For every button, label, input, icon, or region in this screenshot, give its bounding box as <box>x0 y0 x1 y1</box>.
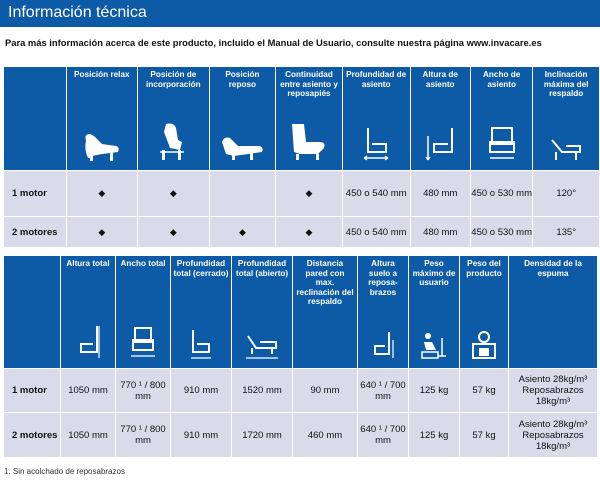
table-cell: 480 mm <box>410 217 470 247</box>
t1-col-seat-depth: Profundidad de asiento <box>342 67 410 170</box>
table-cell: 1050 mm <box>61 413 115 457</box>
t1-col-continuity: Continuidad entre asiento y reposapiés <box>276 67 342 170</box>
total-height-icon <box>80 326 100 358</box>
t2-col-wall-distance: Distancia pared con max. reclinación del… <box>293 256 357 368</box>
table-cell: 450 o 530 mm <box>470 171 533 216</box>
footnote: 1. Sin acolchado de reposabrazos <box>4 467 125 476</box>
table-cell: 57 kg <box>460 369 508 412</box>
t1-col-rest: Posición reposo <box>209 67 276 170</box>
table-cell: ◆ <box>276 171 342 216</box>
seat-height-icon <box>425 128 454 161</box>
t2-col-product-weight: Peso del producto <box>460 256 508 368</box>
t2-col-armrest-height: Altura suelo a reposa-brazos <box>358 256 408 368</box>
table-cell <box>209 171 276 216</box>
table-cell: 135° <box>533 217 599 247</box>
table-cell: 640 ¹ / 700 mm <box>358 413 408 457</box>
table-cell: Asiento 28kg/m³ Reposabrazos 18kg/m³ <box>509 413 597 457</box>
table-cell: 450 o 530 mm <box>470 217 533 247</box>
table-row: 2 motores ◆ ◆ ◆ ◆ 450 o 540 mm 480 mm 45… <box>4 217 599 247</box>
table-cell: 57 kg <box>460 413 508 457</box>
backrest-tilt-icon <box>551 139 582 160</box>
recliner-relax-icon <box>85 134 119 161</box>
table-cell: 125 kg <box>409 413 459 457</box>
t1-col-lift: Posición de incorporación <box>137 67 209 170</box>
table-cell: 90 mm <box>293 369 357 412</box>
table-cell: 125 kg <box>409 369 459 412</box>
table-cell: Asiento 28kg/m³ Reposabrazos 18kg/m³ <box>509 369 597 412</box>
seat-depth-icon <box>363 128 389 161</box>
table-cell: 1050 mm <box>61 369 115 412</box>
t2-col-total-height: Altura total <box>61 256 115 368</box>
row-label: 2 motores <box>4 413 60 457</box>
row-label: 1 motor <box>4 171 66 216</box>
table-cell: ◆ <box>276 217 342 247</box>
table-cell: 1720 mm <box>232 413 292 457</box>
t2-col-max-weight: Peso máximo de usuario <box>409 256 459 368</box>
table-cell: ◆ <box>137 171 209 216</box>
table-cell: ◆ <box>66 171 137 216</box>
table-cell: 1520 mm <box>232 369 292 412</box>
table-cell: 450 o 540 mm <box>342 171 410 216</box>
t1-col-relax: Posición relax <box>66 67 137 170</box>
table-cell: 120° <box>533 171 599 216</box>
table-row: 1 motor 1050 mm 770 ¹ / 800 mm 910 mm 15… <box>4 369 597 412</box>
armrest-height-icon <box>374 332 394 358</box>
table-cell: 910 mm <box>171 369 231 412</box>
t1-col-seat-height: Altura de asiento <box>410 67 470 170</box>
table-row: 1 motor ◆ ◆ ◆ 450 o 540 mm 480 mm 450 o … <box>4 171 599 216</box>
row-label: 2 motores <box>4 217 66 247</box>
table-cell: ◆ <box>209 217 276 247</box>
seat-width-icon <box>488 127 515 159</box>
max-user-weight-icon <box>421 333 446 359</box>
row-label: 1 motor <box>4 369 60 412</box>
table2-corner <box>4 256 60 368</box>
table-cell: ◆ <box>137 217 209 247</box>
t1-col-backrest-tilt: Inclinación máxima del respaldo <box>533 67 599 170</box>
spec-table-positions: Posición relax Posición de incorporación… <box>3 66 600 248</box>
spec-table-dimensions: Altura total Ancho total Profundidad tot… <box>3 255 598 458</box>
intro-text: Para más información acerca de este prod… <box>5 37 542 48</box>
depth-open-icon <box>246 335 278 359</box>
table1-corner <box>4 67 66 170</box>
table-cell: 640 ¹ / 700 mm <box>358 369 408 412</box>
depth-closed-icon <box>191 330 211 359</box>
table-row: 2 motores 1050 mm 770 ¹ / 800 mm 910 mm … <box>4 413 597 457</box>
product-weight-icon <box>472 331 496 359</box>
table-cell: 770 ¹ / 800 mm <box>116 413 170 457</box>
recliner-rest-icon <box>222 137 264 160</box>
t2-col-depth-open: Profundidad total (abierto) <box>232 256 292 368</box>
table-cell: ◆ <box>66 217 137 247</box>
table-cell: 910 mm <box>171 413 231 457</box>
t1-col-seat-width: Ancho de asiento <box>470 67 533 170</box>
table-cell: 480 mm <box>410 171 470 216</box>
page-title: Información técnica <box>8 4 147 21</box>
t2-col-total-width: Ancho total <box>116 256 170 368</box>
total-width-icon <box>131 327 155 357</box>
table-cell: 770 ¹ / 800 mm <box>116 369 170 412</box>
recliner-lift-icon <box>160 123 185 160</box>
table-cell: 450 o 540 mm <box>342 217 410 247</box>
t2-col-depth-closed: Profundidad total (cerrado) <box>171 256 231 368</box>
recliner-continuity-icon <box>291 124 325 160</box>
t2-col-foam-density: Densidad de la espuma <box>509 256 597 368</box>
title-bar: Información técnica <box>0 0 600 27</box>
table-cell: 460 mm <box>293 413 357 457</box>
